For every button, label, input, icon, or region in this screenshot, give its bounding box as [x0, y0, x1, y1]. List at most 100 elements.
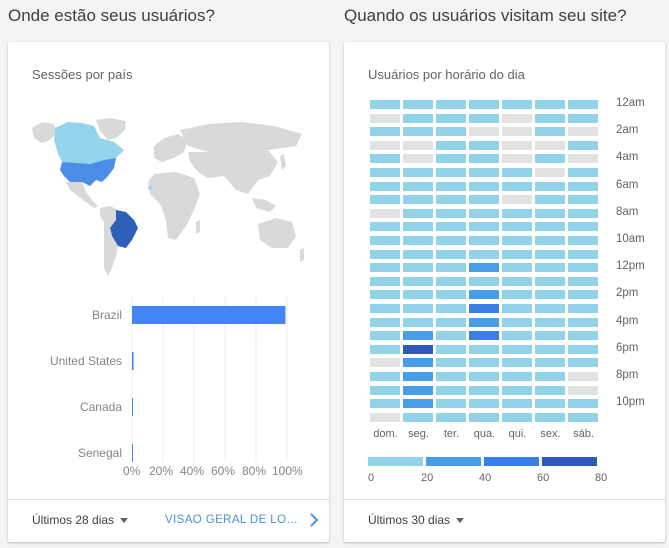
hour-label: 8am — [616, 205, 639, 218]
heatmap-cell — [370, 372, 400, 381]
heatmap-cell — [436, 222, 466, 232]
heatmap-cell — [469, 385, 499, 395]
caret-down-icon — [120, 518, 129, 524]
heatmap-cell — [403, 344, 433, 354]
map-canada — [54, 122, 124, 164]
heatmap-cell — [370, 236, 400, 245]
heatmap-cell — [568, 399, 598, 409]
heatmap-cell — [436, 399, 466, 409]
bar-label: Canada — [79, 400, 122, 414]
heatmap-cell — [535, 249, 565, 259]
hour-label: 4am — [616, 151, 639, 164]
heatmap-cell — [535, 263, 565, 273]
heatmap-cell — [436, 276, 466, 286]
heatmap-cell — [370, 358, 400, 368]
heatmap-cell — [502, 290, 532, 300]
heatmap-cell — [568, 127, 598, 137]
chevron-right-icon[interactable] — [307, 512, 321, 528]
heatmap-cell — [436, 304, 466, 313]
heatmap-cell — [568, 385, 598, 395]
hour-label: 10am — [616, 233, 645, 245]
heatmap-cell — [535, 168, 565, 177]
map-senegal — [148, 186, 152, 190]
heatmap-cell — [535, 208, 565, 218]
sessions-bar-chart — [131, 297, 288, 462]
heatmap-cell — [568, 195, 598, 205]
locations-overview-link[interactable]: VISÃO GERAL DE LOCAIS — [165, 514, 300, 526]
heatmap-cell — [502, 181, 532, 191]
map-mexico — [66, 182, 98, 208]
heatmap-cell — [535, 236, 565, 245]
heatmap-cell — [403, 317, 433, 327]
heatmap-cell — [469, 208, 499, 218]
bar-united-states — [132, 352, 134, 370]
heatmap-cell — [370, 100, 400, 109]
heatmap-cell — [502, 195, 532, 205]
date-range-dropdown[interactable]: Últimos 28 dias — [32, 513, 129, 527]
heatmap-cell — [403, 154, 433, 164]
card-title: Usuários por horário do dia — [368, 67, 525, 82]
heatmap-cell — [502, 331, 532, 341]
day-label: sex. — [540, 428, 561, 440]
heatmap-cell — [502, 317, 532, 327]
day-label: qua. — [473, 428, 496, 440]
heatmap-cell — [469, 127, 499, 137]
heatmap-cell — [535, 372, 565, 381]
heatmap-cell — [568, 181, 598, 191]
heatmap-cell — [436, 249, 466, 259]
heatmap-cell — [436, 208, 466, 218]
heatmap-cell — [469, 154, 499, 164]
heatmap-cell — [436, 168, 466, 177]
map-se-asia — [252, 198, 276, 212]
heatmap-cell — [568, 154, 598, 164]
heatmap-cell — [370, 317, 400, 327]
heatmap-cell — [535, 399, 565, 409]
heatmap-cell — [403, 290, 433, 300]
heatmap-cell — [568, 168, 598, 177]
heatmap-cell — [535, 317, 565, 327]
card-sessions-by-country: Sessões por país — [8, 42, 329, 542]
heatmap-cell — [535, 140, 565, 150]
map-madagascar — [196, 220, 200, 234]
legend-tick-label: 40 — [479, 472, 492, 484]
heatmap-cell — [469, 344, 499, 354]
legend-swatch — [368, 457, 423, 466]
heatmap-cell — [436, 236, 466, 245]
hour-label: 4pm — [616, 314, 639, 327]
date-range-dropdown[interactable]: Últimos 30 dias — [368, 513, 465, 527]
heatmap-cell — [535, 222, 565, 232]
day-label: sáb. — [573, 428, 594, 440]
heatmap-cell — [469, 358, 499, 368]
heatmap-cell — [568, 331, 598, 341]
heatmap-cell — [469, 195, 499, 205]
heatmap-cell — [403, 140, 433, 150]
heatmap-cell — [568, 249, 598, 259]
bar-senegal — [132, 444, 133, 462]
heatmap-cell — [403, 168, 433, 177]
hour-label: 10pm — [616, 396, 645, 409]
heatmap-cell — [436, 331, 466, 341]
x-tick-label: 0% — [123, 464, 141, 478]
heatmap-cell — [370, 140, 400, 150]
legend-swatch — [426, 457, 481, 466]
heatmap-cell — [403, 249, 433, 259]
heatmap-cell — [502, 140, 532, 150]
heatmap-cell — [469, 100, 499, 109]
heatmap-cell — [502, 358, 532, 368]
heatmap-cell — [403, 222, 433, 232]
date-range-label: Últimos 28 dias — [32, 513, 115, 527]
map-greenland — [96, 118, 126, 140]
heatmap-cell — [568, 304, 598, 313]
heatmap-cell — [535, 127, 565, 137]
heatmap-cell — [535, 412, 565, 422]
heatmap-cell — [469, 263, 499, 273]
heatmap-cell — [370, 290, 400, 300]
heatmap-cell — [469, 140, 499, 150]
heatmap-legend: 0 20 40 60 80 — [344, 42, 665, 502]
heatmap-cell — [436, 100, 466, 109]
heatmap-cell — [436, 372, 466, 381]
section-title-locations: Onde estão seus usuários? — [8, 6, 215, 25]
heatmap-cell — [370, 331, 400, 341]
heatmap-cell — [403, 372, 433, 381]
heatmap-cell — [535, 344, 565, 354]
